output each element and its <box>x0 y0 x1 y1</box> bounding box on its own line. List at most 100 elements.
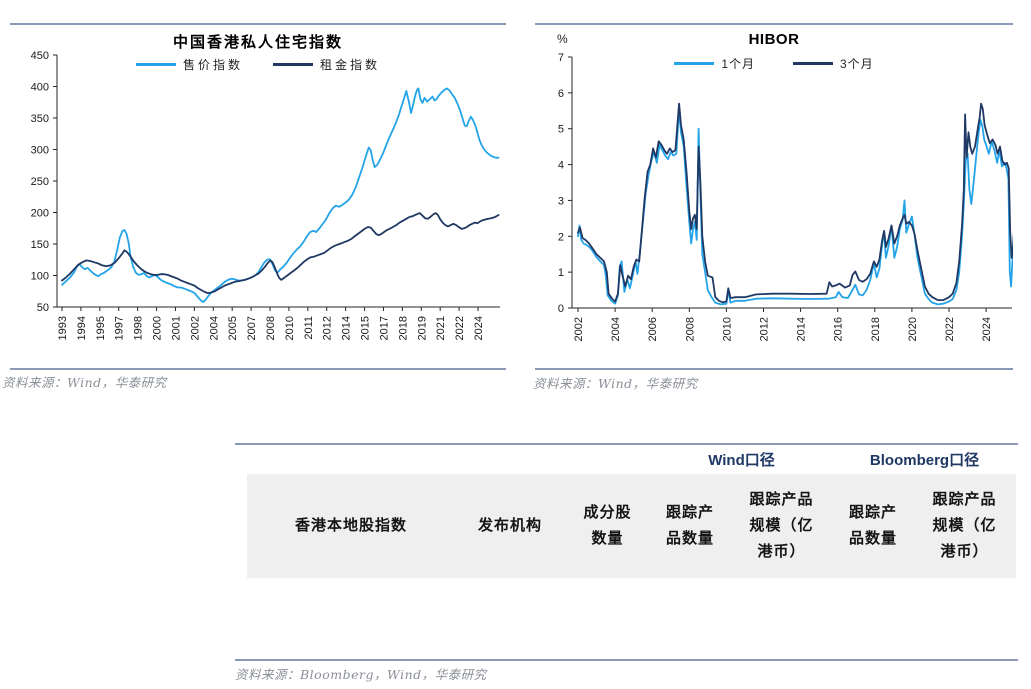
rent-index-legend-label: 租金指数 <box>320 58 381 72</box>
housing-index-chart-panel: 中国香港私人住宅指数 售价指数 租金指数 450 400 350 300 250 200 1… <box>10 23 506 370</box>
housing-chart-title: 中国香港私人住宅指数 <box>172 34 343 51</box>
axes <box>56 55 500 308</box>
y-tick-label: 7 <box>558 52 564 64</box>
x-ticks: 2002 2004 2006 2008 2010 2012 2014 2016 2018 2020… <box>573 308 993 341</box>
y-tick-label: 150 <box>31 239 49 251</box>
x-tick-label: 2017 <box>378 316 390 340</box>
x-tick-label: 2022 <box>454 316 466 340</box>
legend-item-1m: 1个月 <box>674 55 755 72</box>
x-tick-label: 2018 <box>870 317 882 341</box>
rent-index-line-swatch <box>273 63 313 66</box>
hibor-1m-legend-label: 1个月 <box>721 57 755 71</box>
x-tick-label: 2021 <box>435 316 447 340</box>
x-tick-label: 2024 <box>981 317 993 341</box>
x-tick-label: 2020 <box>907 317 919 341</box>
x-tick-label: 1994 <box>76 316 88 340</box>
x-tick-label: 2010 <box>721 317 733 341</box>
x-tick-label: 2005 <box>227 316 239 340</box>
hibor-chart-source: 资料来源：Wind，华泰研究 <box>533 376 698 391</box>
col-header-index-name: 香港本地股指数 <box>294 516 407 534</box>
housing-chart-legend: 售价指数 租金指数 <box>10 56 506 73</box>
x-tick-label: 1997 <box>114 316 126 340</box>
x-tick-label: 2014 <box>796 317 808 341</box>
x-tick-label: 2019 <box>416 316 428 340</box>
col-header-publisher: 发布机构 <box>477 516 542 534</box>
y-tick-label: 350 <box>31 113 49 125</box>
hibor-y-unit-label: % <box>557 32 568 46</box>
x-tick-label: 2001 <box>170 316 182 340</box>
price-index-legend-label: 售价指数 <box>182 58 243 72</box>
col-header-constituents: 成分股 数量 <box>583 503 632 547</box>
y-tick-label: 3 <box>558 195 564 207</box>
x-tick-label: 2024 <box>473 316 485 340</box>
legend-item-3m: 3个月 <box>793 55 874 72</box>
hibor-chart-panel: HIBOR % 1个月 3个月 7 6 5 4 3 2 1 0 2002 2004 2006 2008… <box>535 23 1013 370</box>
x-tick-label: 2007 <box>246 316 258 340</box>
price-index-line-swatch <box>135 63 176 66</box>
x-tick-label: 2016 <box>833 317 845 341</box>
x-tick-label: 2012 <box>322 316 334 340</box>
col-header-wind-product-aum: 跟踪产品 规模（亿 港币） <box>749 490 814 561</box>
x-tick-label: 2014 <box>341 316 353 340</box>
x-tick-label: 2006 <box>647 317 659 341</box>
y-tick-label: 6 <box>558 88 564 100</box>
hibor-chart-legend: 1个月 3个月 <box>535 55 1013 72</box>
y-tick-label: 450 <box>31 50 49 62</box>
hk-index-table: Wind口径 Bloomberg口径 香港本地股指数 发布机构 成分股 数量 跟… <box>235 443 1018 661</box>
y-tick-label: 0 <box>558 303 564 315</box>
table-body-empty <box>235 578 1018 659</box>
x-tick-label: 2002 <box>189 316 201 340</box>
x-tick-label: 2012 <box>759 317 771 341</box>
x-ticks: 1993 1994 1995 1997 1998 2000 2001 2002 2004 2005… <box>57 307 485 340</box>
x-tick-label: 2004 <box>610 317 622 341</box>
y-tick-label: 4 <box>558 160 564 172</box>
x-tick-label: 2004 <box>208 316 220 340</box>
x-tick-label: 2002 <box>573 317 585 341</box>
hibor-3m-line-swatch <box>793 62 833 65</box>
housing-chart-source: 资料来源：Wind，华泰研究 <box>2 375 167 390</box>
y-tick-label: 5 <box>558 124 564 136</box>
x-tick-label: 1998 <box>133 316 145 340</box>
x-tick-label: 2008 <box>684 317 696 341</box>
col-header-bbg-product-aum: 跟踪产品 规模（亿 港币） <box>932 490 997 561</box>
x-tick-label: 1995 <box>95 316 107 340</box>
col-header-bbg-product-count: 跟踪产 品数量 <box>848 503 897 547</box>
hibor-3m-legend-label: 3个月 <box>840 57 874 71</box>
x-tick-label: 2010 <box>284 316 296 340</box>
y-tick-label: 400 <box>31 82 49 94</box>
y-tick-label: 2 <box>558 231 564 243</box>
y-ticks: 7 6 5 4 3 2 1 0 <box>558 52 572 315</box>
legend-item-price-index: 售价指数 <box>135 56 243 73</box>
table-header-row: 香港本地股指数 发布机构 成分股 数量 跟踪产 品数量 跟踪产品 规模（亿 港币… <box>247 474 1016 578</box>
y-tick-label: 50 <box>37 302 49 314</box>
series-line-1 <box>61 212 500 295</box>
hibor-1m-line-swatch <box>674 62 715 65</box>
axes <box>571 57 1012 309</box>
table-bottom-rule <box>235 659 1018 661</box>
x-tick-label: 2022 <box>944 317 956 341</box>
hibor-chart-plot: 7 6 5 4 3 2 1 0 2002 2004 2006 2008 2010 2012 2014 2016… <box>558 52 1013 341</box>
x-tick-label: 2018 <box>397 316 409 340</box>
x-tick-label: 2011 <box>303 316 315 340</box>
x-tick-label: 2008 <box>265 316 277 340</box>
series-line-0 <box>61 87 500 303</box>
col-header-wind-product-count: 跟踪产 品数量 <box>665 503 714 547</box>
y-ticks: 450 400 350 300 250 200 150 100 50 <box>31 50 57 314</box>
y-tick-label: 1 <box>558 267 564 279</box>
group-header-bloomberg: Bloomberg口径 <box>869 452 980 469</box>
hibor-chart-title: HIBOR <box>748 31 800 48</box>
table-source: 资料来源：Bloomberg，Wind，华泰研究 <box>235 667 487 682</box>
y-tick-label: 300 <box>31 145 49 157</box>
table-top-rule <box>235 443 1018 445</box>
y-tick-label: 250 <box>31 176 49 188</box>
x-tick-label: 2015 <box>360 316 372 340</box>
y-tick-label: 100 <box>31 271 49 283</box>
legend-item-rent-index: 租金指数 <box>273 56 380 73</box>
group-header-wind: Wind口径 <box>708 452 775 469</box>
y-tick-label: 200 <box>31 208 49 220</box>
series-line-1 <box>577 102 1013 304</box>
table-group-header-row: Wind口径 Bloomberg口径 <box>247 445 1016 474</box>
x-tick-label: 1993 <box>57 316 69 340</box>
x-tick-label: 2000 <box>152 316 164 340</box>
